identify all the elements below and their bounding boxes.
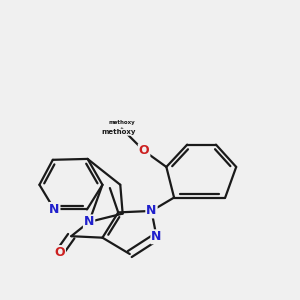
Text: O: O [139, 144, 149, 158]
Text: methoxy: methoxy [108, 120, 135, 125]
Text: N: N [49, 203, 59, 216]
Text: O: O [54, 246, 65, 259]
Text: N: N [84, 215, 94, 228]
Text: methoxy: methoxy [101, 129, 135, 135]
Text: N: N [152, 230, 162, 243]
Text: N: N [146, 204, 157, 218]
